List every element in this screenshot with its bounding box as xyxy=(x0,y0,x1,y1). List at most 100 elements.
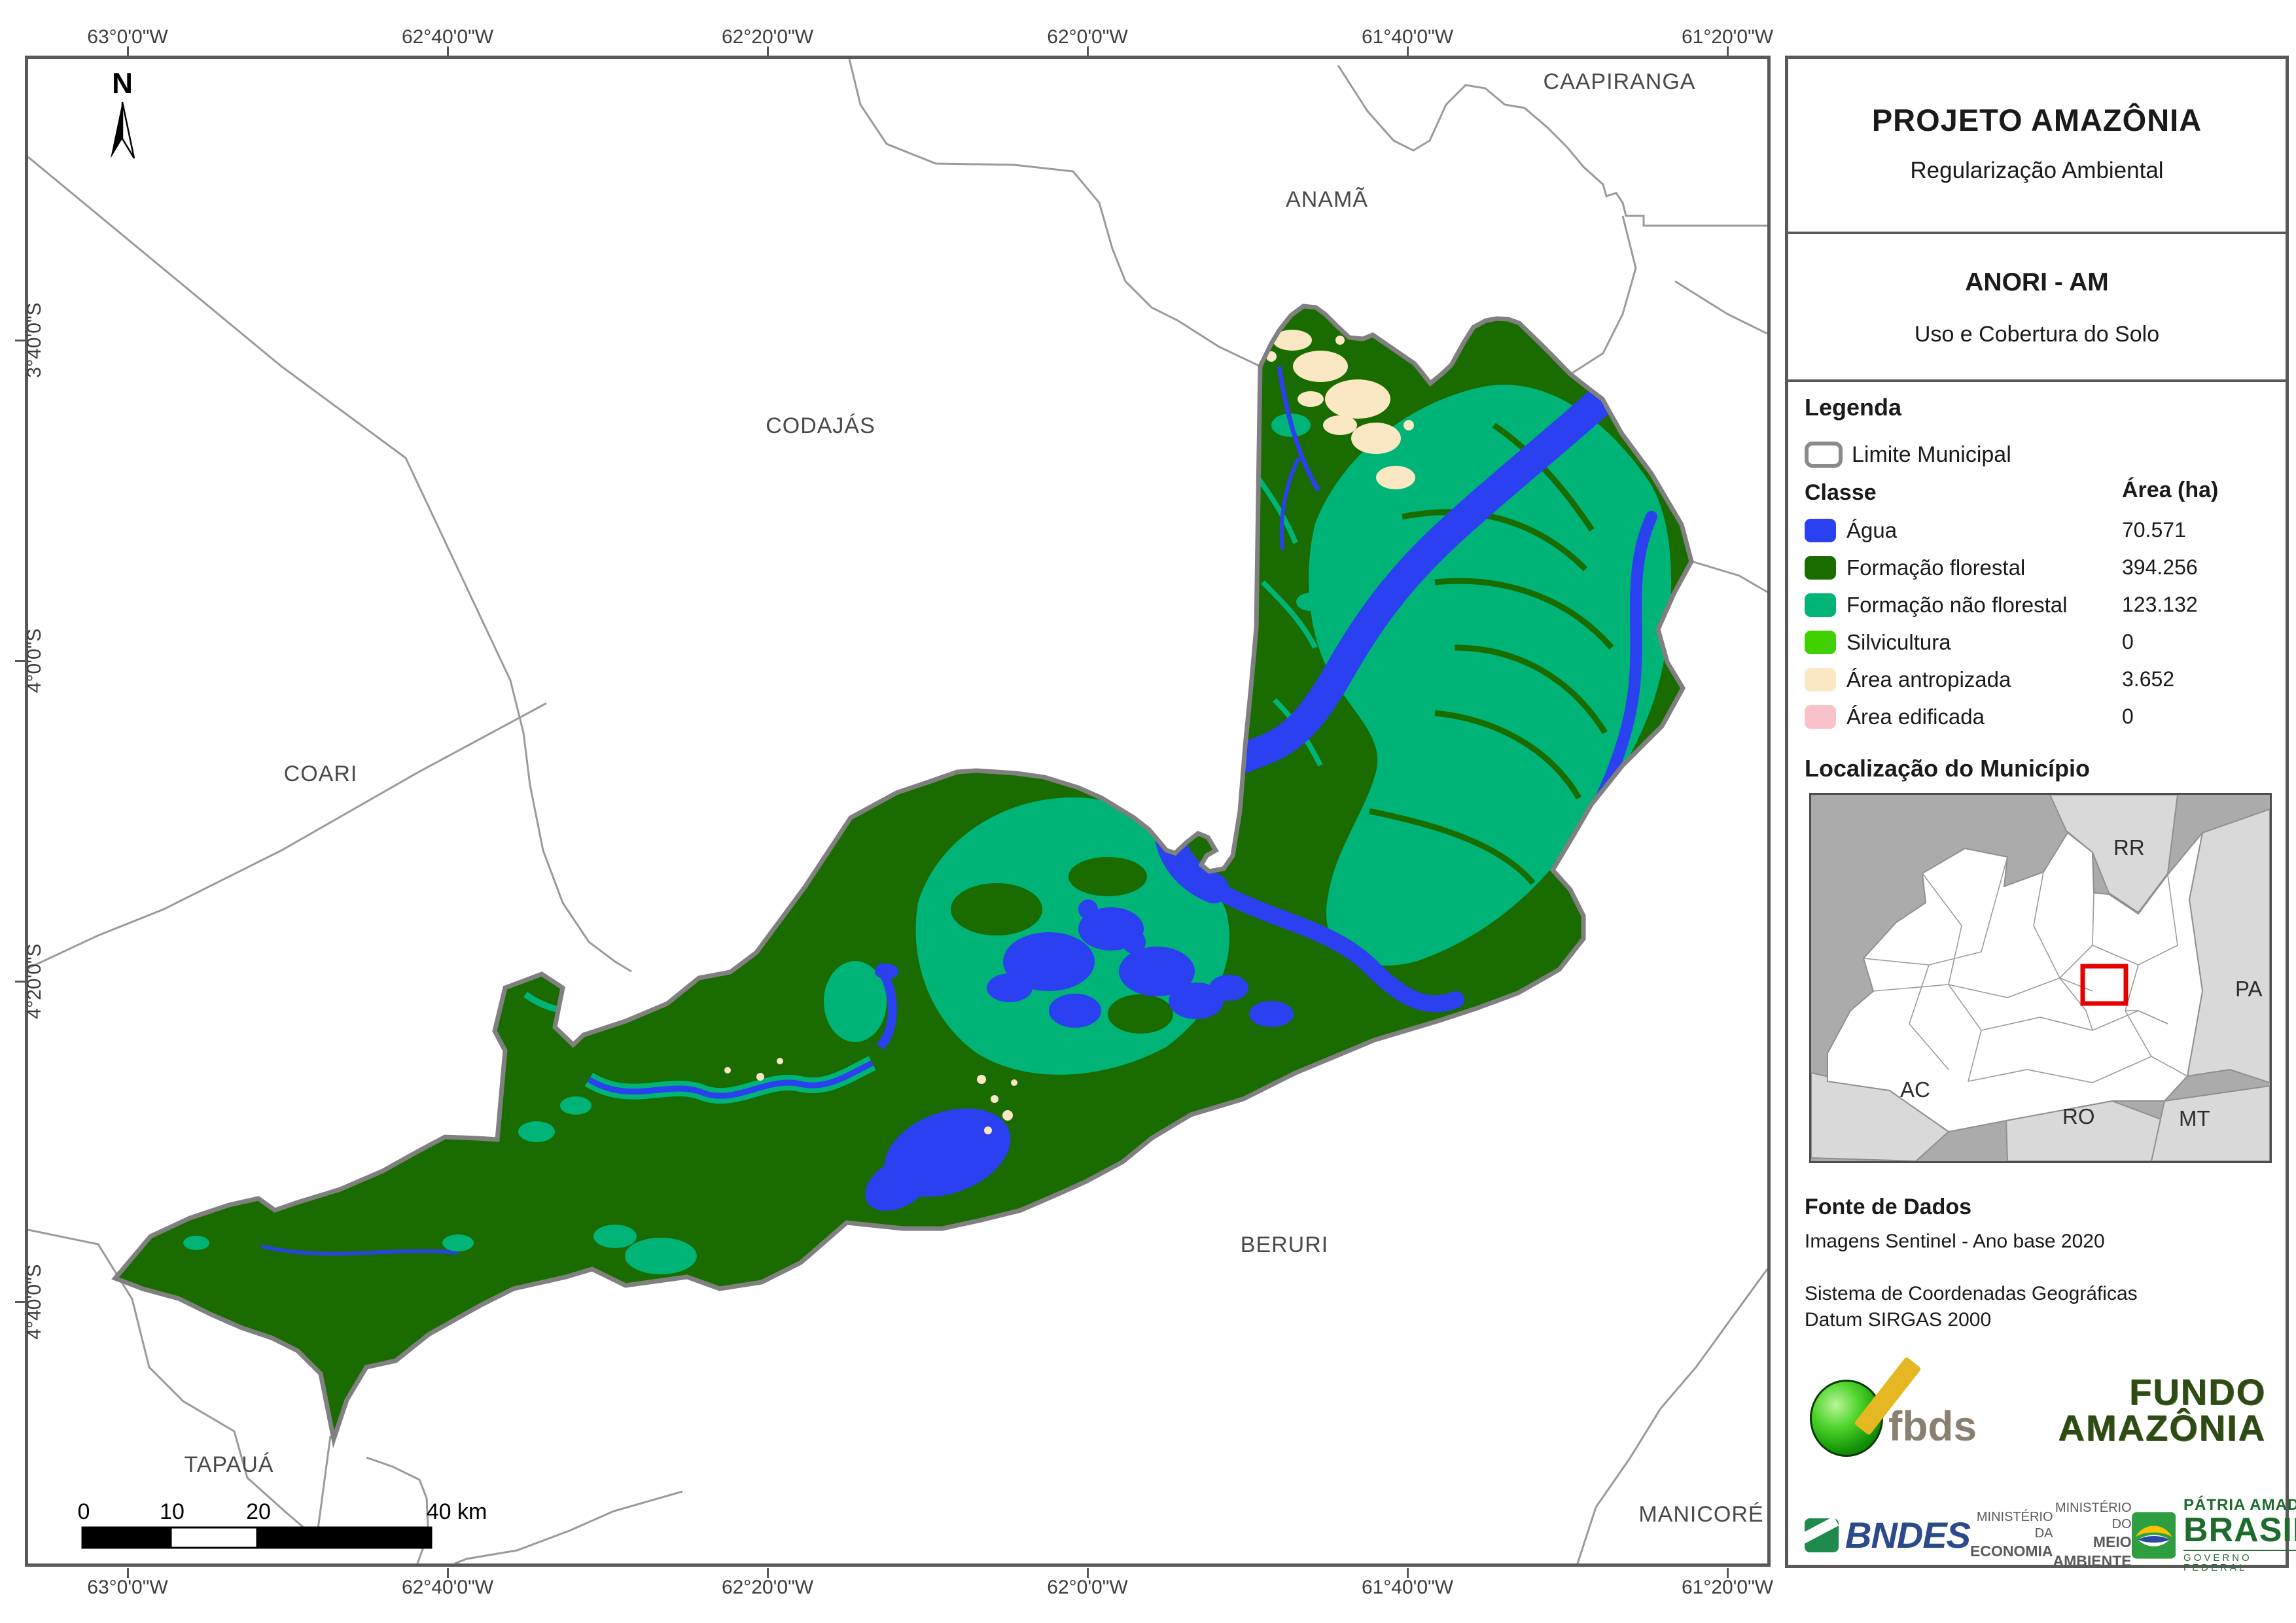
data-source-line: Imagens Sentinel - Ano base 2020 xyxy=(1805,1230,2105,1252)
label-caapiranga: CAAPIRANGA xyxy=(1544,69,1696,94)
locator-inset-svg xyxy=(1810,794,2270,1162)
ministerio-economia-logo: MINISTÉRIO DA ECONOMIA xyxy=(1970,1510,2053,1560)
lon-tick-label: 62°20'0"W xyxy=(721,1577,814,1598)
legend-row-agua: Água 70.571 xyxy=(1805,512,2286,549)
governo-federal-logo: PÁTRIA AMADA BRASIL GOVERNO FEDERAL xyxy=(2131,1497,2296,1573)
classe-header: Classe xyxy=(1805,480,1877,505)
formacao-nao-florestal-swatch xyxy=(1805,593,1836,617)
area-edificada-swatch xyxy=(1805,705,1836,729)
land-cover-map-svg: CAAPIRANGA ANAMÃ CODAJÁS COARI BERURI TA… xyxy=(28,59,1767,1563)
lat-tick-label: 4°40'0"S xyxy=(24,1264,45,1340)
legend-area-value: 0 xyxy=(2122,705,2134,728)
legend-label: Formação não florestal xyxy=(1846,592,2068,617)
project-title: PROJETO AMAZÔNIA xyxy=(1871,103,2202,137)
legend-label: Área edificada xyxy=(1846,704,1985,729)
legend-area-value: 0 xyxy=(2122,630,2134,654)
lon-tick-label: 63°0'0"W xyxy=(87,1577,168,1598)
municipality-name: ANORI - AM xyxy=(1965,268,2109,296)
lon-tick-label: 63°0'0"W xyxy=(87,26,168,48)
locator-inset-map: RR PA AC RO MT xyxy=(1809,793,2272,1163)
inset-municipal-mesh xyxy=(1863,856,2188,1083)
lon-tick-label: 61°40'0"W xyxy=(1361,1577,1454,1598)
fundo-line1: FUNDO xyxy=(2128,1371,2266,1413)
label-coari: COARI xyxy=(284,761,358,786)
legend-label: Água xyxy=(1846,517,1898,542)
state-label-ro: RO xyxy=(2062,1104,2095,1128)
data-source-heading: Fonte de Dados xyxy=(1805,1195,1972,1219)
legend-heading: Legenda xyxy=(1805,394,1902,421)
logo-row-bottom: BNDES MINISTÉRIO DA ECONOMIA MINISTÉRIO … xyxy=(1805,1497,2296,1573)
legend-row-area-edificada: Área edificada 0 xyxy=(1805,698,2286,735)
location-heading: Localização do Município xyxy=(1805,755,2091,782)
label-codajas: CODAJÁS xyxy=(766,413,875,438)
map-layout-sidebar: PROJETO AMAZÔNIA Regularização Ambiental… xyxy=(1785,56,2296,1573)
fbds-wordmark: fbds xyxy=(1888,1403,1977,1450)
state-label-rr: RR xyxy=(2113,835,2145,860)
lon-tick-label: 62°40'0"W xyxy=(401,26,494,48)
legend-row-area-antropizada: Área antropizada 3.652 xyxy=(1805,661,2286,698)
legend-area-value: 3.652 xyxy=(2122,667,2175,691)
map-theme: Uso e Cobertura do Solo xyxy=(1914,322,2160,347)
map-canvas: CAAPIRANGA ANAMÃ CODAJÁS COARI BERURI TA… xyxy=(25,56,1771,1567)
area-antropizada-swatch xyxy=(1805,667,1836,691)
state-label-pa: PA xyxy=(2235,977,2263,1001)
lon-tick-label: 62°0'0"W xyxy=(1047,1577,1128,1598)
fundo-line2: AMAZÔNIA xyxy=(2058,1407,2266,1448)
area-header: Área (ha) xyxy=(2122,478,2219,502)
lon-tick-label: 62°20'0"W xyxy=(721,26,814,48)
state-label-ac: AC xyxy=(1900,1077,1930,1102)
lon-tick-label: 61°20'0"W xyxy=(1681,1577,1774,1598)
north-arrow-label: N xyxy=(112,67,133,99)
legend-label: Silvicultura xyxy=(1846,629,1951,654)
label-anama: ANAMÃ xyxy=(1286,187,1368,212)
municipality-block: ANORI - AM Uso e Cobertura do Solo xyxy=(1788,234,2286,382)
legend-table-header: Classe Área (ha) xyxy=(1805,478,2286,512)
neighbor-boundaries xyxy=(28,59,1767,1563)
north-arrow: N xyxy=(111,67,135,159)
brasil-flag-icon xyxy=(2131,1511,2176,1559)
label-tapaua: TAPAUÁ xyxy=(185,1452,274,1477)
legend-row-formacao-nao-florestal: Formação não florestal 123.132 xyxy=(1805,586,2286,623)
limite-municipal-swatch xyxy=(1805,442,1843,468)
scale-label-20: 20 xyxy=(246,1499,271,1524)
legend-area-value: 70.571 xyxy=(2122,518,2186,542)
bndes-logo: BNDES xyxy=(1805,1514,1971,1556)
legend-label: Área antropizada xyxy=(1846,667,2011,691)
formacao-florestal-swatch xyxy=(1805,555,1836,580)
legend-area-value: 394.256 xyxy=(2122,555,2198,579)
datum-line: Datum SIRGAS 2000 xyxy=(1805,1309,1992,1331)
scale-bar: 0 10 20 40 km xyxy=(78,1499,487,1549)
project-subtitle: Regularização Ambiental xyxy=(1910,158,2164,183)
silvicultura-swatch xyxy=(1805,630,1836,654)
label-manicore: MANICORÉ xyxy=(1638,1502,1763,1527)
lon-tick-label: 61°20'0"W xyxy=(1681,26,1774,48)
bndes-wordmark: BNDES xyxy=(1845,1514,1971,1556)
bndes-flag-icon xyxy=(1805,1518,1839,1552)
agua-swatch xyxy=(1805,518,1836,542)
lon-tick-label: 62°0'0"W xyxy=(1047,26,1128,48)
lon-tick-label: 62°40'0"W xyxy=(401,1577,494,1598)
lat-tick-label: 4°0'0"S xyxy=(24,628,45,693)
lat-tick-label: 3°40'0"S xyxy=(24,302,45,378)
legend-limite-row: Limite Municipal xyxy=(1805,438,2286,471)
legend-area-value: 123.132 xyxy=(2122,593,2198,616)
fundo-amazonia-logo: FUNDO AMAZÔNIA xyxy=(2058,1374,2266,1446)
lon-tick-label: 61°40'0"W xyxy=(1361,26,1454,48)
limite-municipal-label: Limite Municipal xyxy=(1852,442,2011,467)
title-block: PROJETO AMAZÔNIA Regularização Ambiental xyxy=(1788,59,2286,234)
neighbor-labels: CAAPIRANGA ANAMÃ CODAJÁS COARI BERURI TA… xyxy=(185,69,1763,1527)
legend-row-silvicultura: Silvicultura 0 xyxy=(1805,623,2286,661)
scale-label-10: 10 xyxy=(160,1499,185,1524)
legend-row-formacao-florestal: Formação florestal 394.256 xyxy=(1805,549,2286,586)
fbds-logo: fbds xyxy=(1805,1356,2001,1459)
coordinate-system-line: Sistema de Coordenadas Geográficas xyxy=(1805,1283,2138,1304)
anori-highlight-box xyxy=(2080,964,2128,1006)
lat-tick-label: 4°20'0"S xyxy=(24,943,45,1019)
label-beruri: BERURI xyxy=(1241,1232,1328,1257)
state-label-mt: MT xyxy=(2179,1106,2210,1130)
sidebar-body: Legenda Limite Municipal Classe Área (ha… xyxy=(1788,382,2296,1573)
legend-label: Formação florestal xyxy=(1846,555,2026,580)
scale-label-40: 40 km xyxy=(427,1499,487,1524)
logo-row-top: fbds FUNDO AMAZÔNIA xyxy=(1805,1356,2266,1459)
ministerio-meio-ambiente-logo: MINISTÉRIO DO MEIO AMBIENTE xyxy=(2053,1500,2132,1569)
